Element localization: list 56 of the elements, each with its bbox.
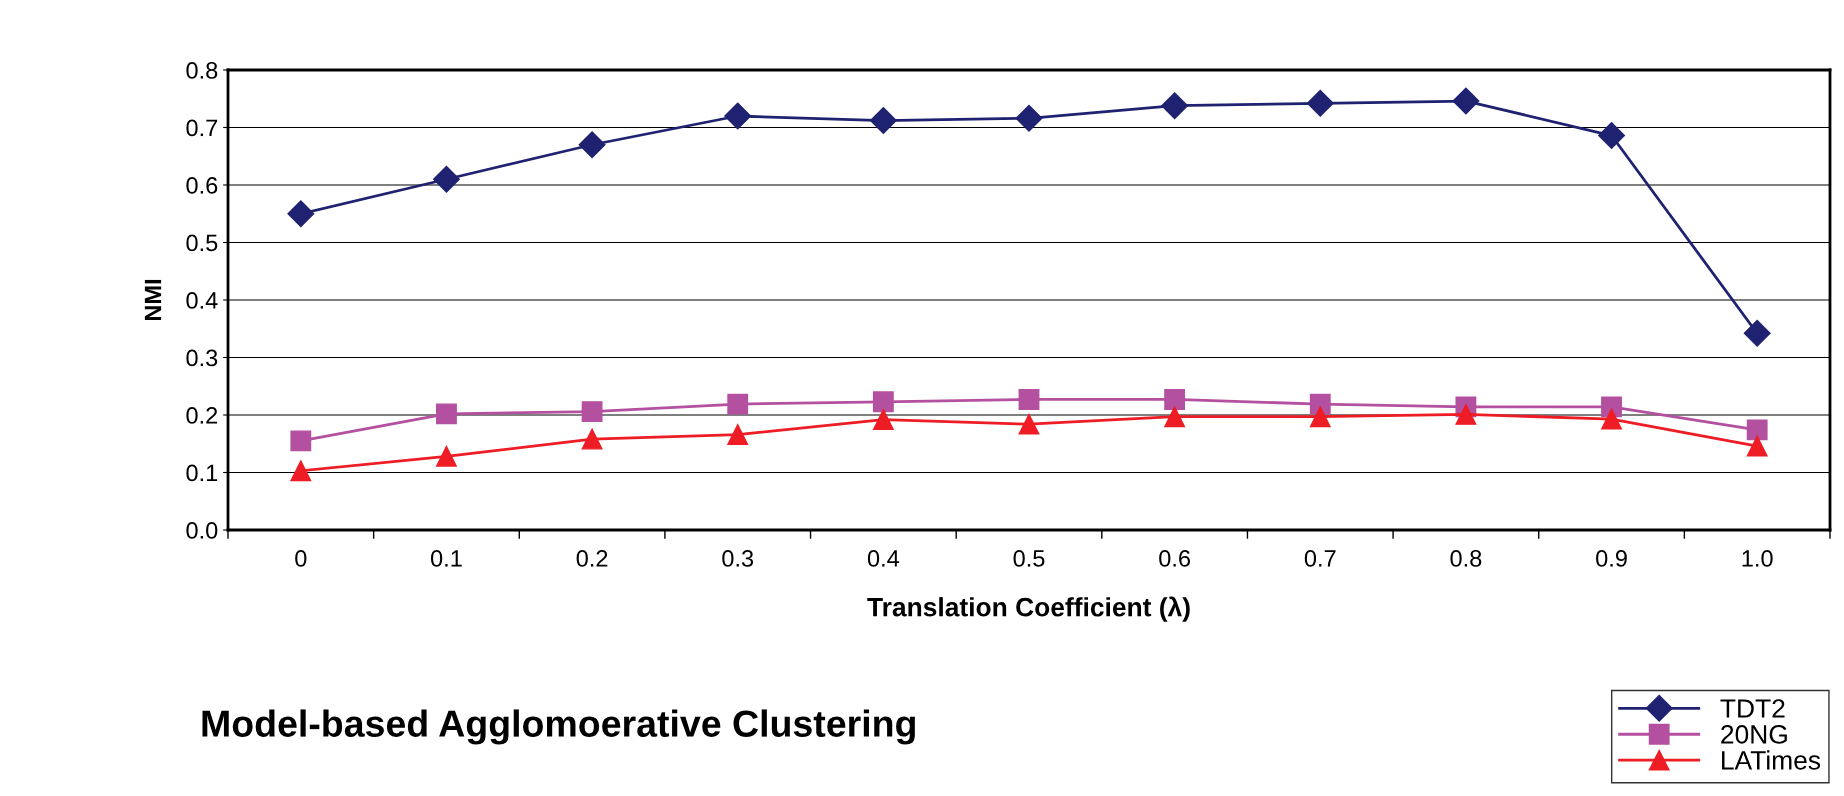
point — [1306, 89, 1334, 117]
point — [1743, 319, 1771, 347]
x-tick-label: 0.4 — [867, 550, 900, 567]
point — [1164, 406, 1186, 428]
y-tick-label: 0.4 — [186, 292, 218, 309]
x-tick-label: 0.2 — [576, 550, 608, 567]
point — [581, 428, 603, 450]
x-axis-title: Translation Coefficient (λ) — [867, 596, 1190, 622]
y-tick-label: 0.3 — [186, 349, 218, 367]
point — [1018, 389, 1040, 410]
y-tick-label: 0.6 — [186, 177, 218, 194]
y-axis-title: NMI — [144, 279, 162, 321]
x-tick-label: 0.1 — [430, 550, 462, 567]
point — [1018, 413, 1040, 435]
legend-label: 20NG — [1721, 725, 1787, 744]
x-tick-label: 0.9 — [1596, 550, 1627, 567]
point — [1015, 104, 1043, 132]
point — [581, 401, 603, 422]
y-tick-label: 0.0 — [186, 522, 218, 539]
point — [724, 102, 752, 130]
x-tick-label: 1.0 — [1742, 550, 1773, 567]
x-tick-label: 0.8 — [1450, 550, 1482, 567]
text: Model-based Agglomoerative Clustering — [202, 709, 915, 745]
point — [290, 430, 312, 452]
point — [869, 107, 897, 135]
x-tick-label: 0.3 — [722, 550, 754, 567]
y-tick-label: 0.5 — [186, 234, 218, 252]
y-tick-label: 0.8 — [186, 62, 218, 79]
point — [436, 445, 457, 467]
point — [290, 460, 312, 482]
y-tick-label: 0.2 — [186, 407, 218, 424]
point — [1601, 408, 1622, 430]
legend-label: LATimes — [1722, 750, 1821, 770]
point — [287, 200, 315, 228]
x-tick-label: 0.6 — [1159, 550, 1191, 567]
y-tick-label: 0.1 — [186, 464, 218, 482]
point — [727, 424, 749, 445]
point — [872, 409, 894, 431]
point — [1452, 87, 1480, 115]
legend-label: TDT2 — [1720, 699, 1785, 718]
point — [1746, 435, 1768, 457]
point — [578, 131, 606, 159]
point — [432, 165, 460, 193]
point — [1164, 389, 1186, 410]
x-tick-label: 0 — [295, 550, 307, 567]
x-tick-label: 0.5 — [1013, 550, 1045, 567]
point — [872, 391, 894, 413]
y-tick-label: 0.7 — [186, 119, 218, 137]
x-tick-label: 0.7 — [1304, 550, 1336, 567]
point — [1746, 419, 1768, 441]
point — [1455, 404, 1477, 425]
point — [727, 393, 749, 415]
point — [436, 403, 457, 425]
point — [1598, 122, 1626, 150]
point — [1161, 92, 1189, 120]
point — [1309, 406, 1331, 428]
